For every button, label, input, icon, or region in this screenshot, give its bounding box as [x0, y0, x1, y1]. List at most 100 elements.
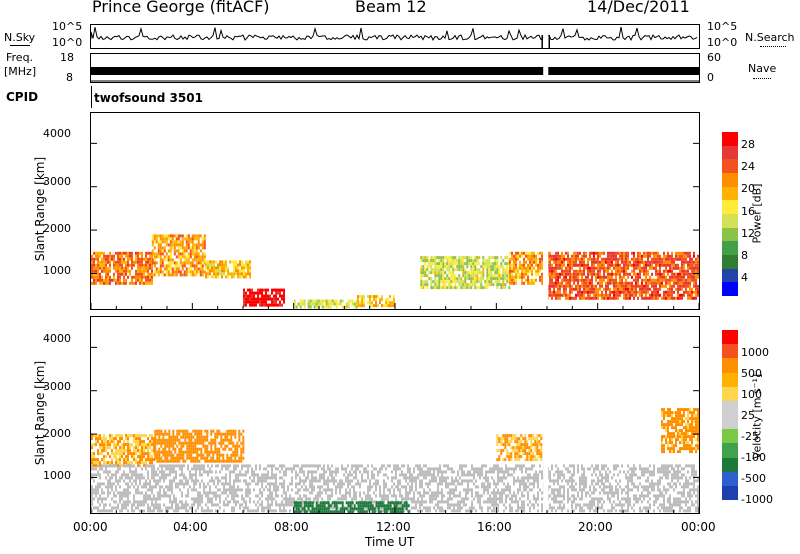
velocity-cell: [141, 440, 143, 444]
power-cell: [508, 286, 511, 290]
power-cell: [506, 265, 509, 269]
velocity-cell: [317, 464, 319, 468]
velocity-cell: [159, 479, 161, 483]
velocity-cell: [168, 432, 171, 436]
velocity-cell: [463, 473, 465, 477]
power-cell: [509, 257, 511, 261]
power-cell: [267, 294, 269, 298]
power-cell: [189, 267, 192, 271]
power-cell: [121, 272, 123, 276]
velocity-cell: [389, 488, 391, 492]
velocity-cell: [261, 494, 263, 498]
power-cell: [571, 290, 573, 294]
power-cell: [665, 296, 667, 300]
power-cell: [181, 249, 184, 253]
power-cell: [420, 259, 423, 263]
power-cell: [498, 274, 501, 278]
power-cell: [147, 257, 149, 261]
velocity-cell: [223, 464, 225, 468]
power-cell: [494, 265, 497, 269]
velocity-cell: [497, 473, 499, 477]
power-cell: [595, 278, 597, 282]
power-cell: [249, 303, 251, 307]
velocity-cell: [109, 470, 111, 474]
velocity-cell: [151, 434, 153, 438]
velocity-cell: [168, 459, 171, 463]
power-cell: [297, 302, 300, 306]
power-cell: [653, 281, 655, 285]
beam-title: Beam 12: [355, 0, 427, 16]
power-cell: [438, 265, 441, 269]
power-cell: [426, 268, 429, 272]
power-cell: [117, 263, 119, 267]
velocity-cell: [289, 509, 291, 513]
velocity-cell: [461, 464, 463, 468]
power-cell: [669, 278, 671, 282]
power-cell: [639, 269, 641, 273]
velocity-cell: [141, 455, 143, 459]
power-cell: [167, 270, 170, 274]
power-cell: [591, 269, 593, 273]
velocity-cell: [137, 506, 139, 510]
power-cell: [355, 299, 358, 303]
velocity-cell: [413, 476, 415, 480]
power-cell: [645, 296, 647, 300]
velocity-cell: [156, 456, 159, 460]
velocity-cell: [313, 470, 315, 474]
power-cell: [557, 266, 559, 270]
velocity-cell: [243, 464, 245, 468]
power-cell: [583, 260, 585, 264]
velocity-cell: [232, 429, 235, 433]
power-cell: [565, 257, 567, 261]
velocity-cell: [275, 500, 277, 504]
power-cell: [313, 299, 316, 303]
velocity-cell: [327, 464, 329, 468]
power-cell: [211, 266, 213, 270]
power-cell: [373, 295, 375, 299]
power-cell: [119, 257, 121, 261]
velocity-cell: [117, 470, 119, 474]
velocity-cell: [151, 437, 153, 441]
velocity-cell: [271, 467, 273, 471]
velocity-cell: [313, 500, 315, 504]
power-cell: [651, 281, 653, 285]
power-cell: [641, 281, 643, 285]
velocity-cell: [238, 429, 241, 433]
velocity-cell: [391, 470, 393, 474]
velocity-cell: [225, 464, 227, 468]
power-cell: [539, 266, 541, 270]
power-cell: [249, 266, 251, 270]
power-cell: [245, 272, 247, 276]
velocity-cell: [403, 506, 405, 510]
power-cell: [679, 293, 681, 297]
velocity-cell: [133, 452, 135, 456]
velocity-cell: [143, 503, 145, 507]
velocity-cell: [119, 479, 121, 483]
power-cell: [615, 284, 617, 288]
velocity-cell: [219, 500, 221, 504]
power-cell: [327, 302, 330, 306]
power-cell: [151, 273, 154, 277]
power-cell: [434, 283, 437, 287]
power-cell: [432, 286, 435, 290]
power-cell: [464, 268, 467, 272]
power-cell: [685, 260, 687, 264]
velocity-cell: [327, 494, 329, 498]
power-cell: [91, 269, 93, 273]
velocity-cell: [111, 497, 113, 501]
velocity-cell: [162, 459, 165, 463]
velocity-cell: [186, 435, 189, 439]
power-cell: [669, 296, 671, 300]
power-cell: [480, 286, 483, 290]
velocity-cell: [347, 485, 349, 489]
velocity-cell: [154, 444, 157, 448]
power-cell: [607, 251, 609, 255]
velocity-cell: [115, 452, 117, 456]
velocity-cell: [379, 506, 381, 510]
velocity-cell: [236, 453, 239, 457]
velocity-cell: [157, 506, 159, 510]
power-cell: [599, 251, 601, 255]
velocity-cell: [319, 488, 321, 492]
power-cell: [139, 257, 141, 261]
power-cell: [189, 252, 192, 256]
